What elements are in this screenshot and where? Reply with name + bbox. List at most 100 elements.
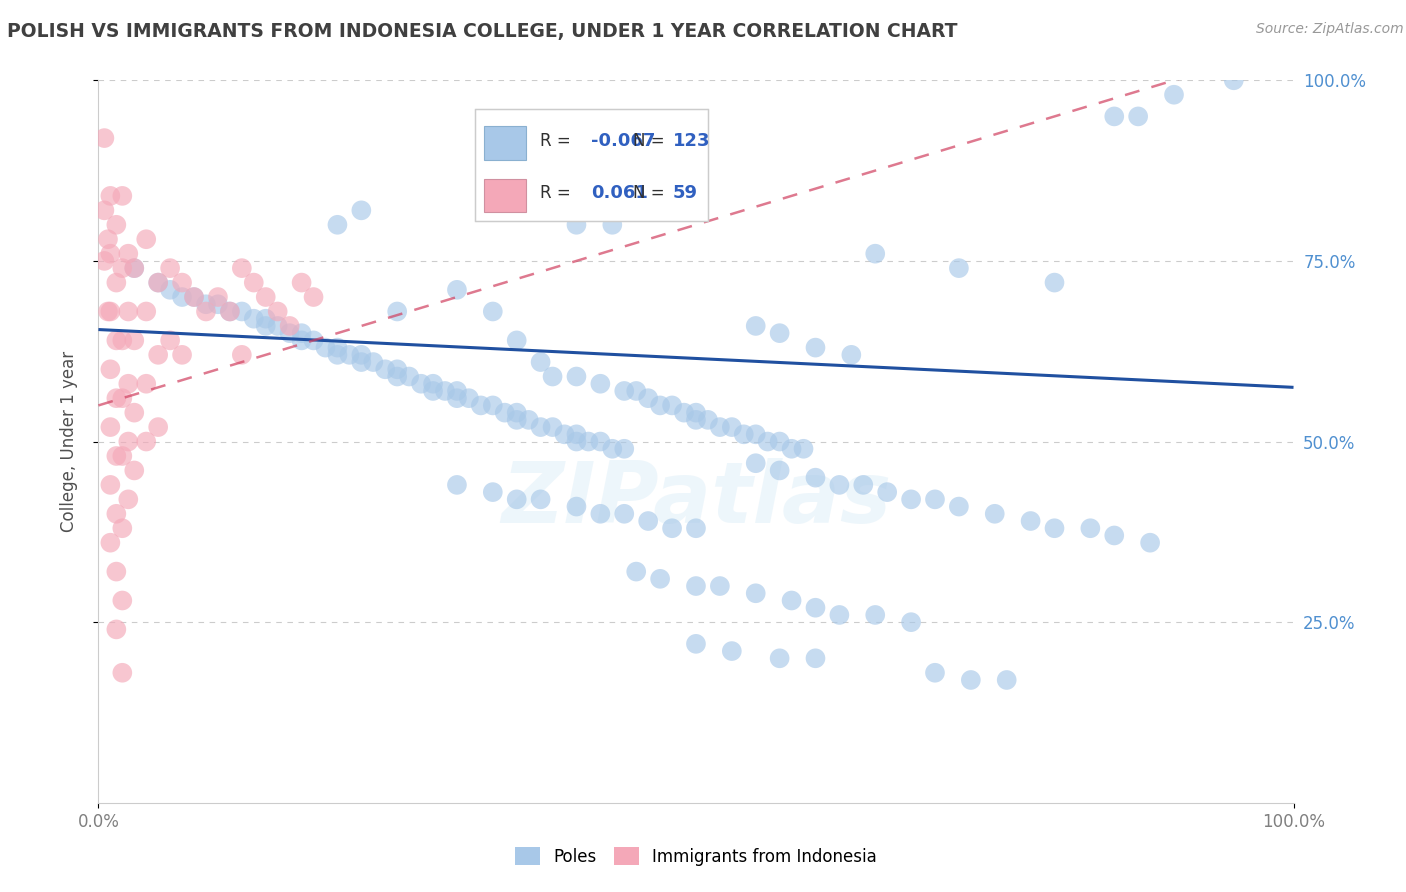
Point (1104, 110, 1126, 124)
Point (385, 362, 409, 376)
Point (124, 406, 146, 420)
Point (530, 492, 553, 507)
Point (231, 348, 253, 362)
Point (385, 304, 409, 318)
Point (458, 391, 481, 405)
Point (326, 348, 349, 362)
Point (648, 572, 672, 586)
Point (117, 246, 139, 260)
Point (350, 355, 373, 369)
Point (685, 196, 707, 211)
Point (117, 492, 139, 507)
Point (117, 376, 139, 391)
Point (661, 398, 683, 412)
Point (111, 665, 134, 680)
Point (565, 427, 588, 442)
Point (159, 334, 181, 348)
Point (841, 348, 863, 362)
Point (326, 341, 349, 355)
Point (148, 276, 170, 290)
Point (589, 434, 612, 449)
Point (924, 665, 946, 680)
Point (111, 189, 134, 203)
Point (172, 348, 194, 362)
Point (315, 341, 337, 355)
Point (745, 318, 768, 333)
Point (446, 384, 468, 398)
Point (243, 276, 266, 290)
Point (494, 406, 516, 420)
Point (1163, 87, 1185, 102)
Point (291, 326, 314, 340)
Point (267, 304, 290, 318)
Point (98, 478, 122, 492)
Point (93, 203, 115, 218)
Point (105, 449, 128, 463)
Point (291, 276, 314, 290)
Point (1080, 521, 1102, 535)
Point (446, 478, 468, 492)
Point (148, 420, 170, 434)
Point (1043, 276, 1066, 290)
Point (602, 218, 624, 232)
Point (768, 326, 790, 340)
Point (243, 311, 266, 326)
Point (1043, 521, 1066, 535)
Point (721, 420, 744, 434)
Point (506, 406, 529, 420)
Point (960, 673, 983, 687)
Point (733, 427, 755, 442)
Point (148, 348, 170, 362)
Point (865, 246, 887, 260)
Point (111, 521, 134, 535)
Point (339, 348, 361, 362)
Point (105, 276, 128, 290)
Text: ZIPatlas: ZIPatlas (501, 458, 891, 541)
Point (105, 565, 128, 579)
Point (1128, 110, 1150, 124)
Point (159, 261, 181, 276)
Point (1019, 514, 1042, 528)
Point (207, 290, 229, 304)
Point (924, 492, 946, 507)
Point (541, 420, 564, 434)
Text: Source: ZipAtlas.com: Source: ZipAtlas.com (1256, 22, 1403, 37)
Point (756, 434, 779, 449)
Point (124, 261, 146, 276)
Point (1104, 528, 1126, 542)
Point (105, 391, 128, 405)
Point (648, 203, 672, 218)
Point (626, 565, 648, 579)
Point (159, 283, 181, 297)
Point (291, 334, 314, 348)
Point (768, 434, 790, 449)
Point (804, 341, 827, 355)
Point (613, 507, 636, 521)
Point (721, 644, 744, 658)
Point (948, 261, 970, 276)
Point (411, 376, 433, 391)
Point (637, 514, 659, 528)
Point (589, 376, 612, 391)
Point (685, 579, 707, 593)
Text: POLISH VS IMMIGRANTS FROM INDONESIA COLLEGE, UNDER 1 YEAR CORRELATION CHART: POLISH VS IMMIGRANTS FROM INDONESIA COLL… (7, 22, 957, 41)
Point (105, 623, 128, 637)
Point (254, 311, 277, 326)
Point (685, 637, 707, 651)
Point (124, 334, 146, 348)
Point (105, 334, 128, 348)
Point (470, 398, 492, 412)
Point (183, 290, 205, 304)
Point (768, 651, 790, 665)
Point (135, 434, 157, 449)
Point (793, 442, 815, 456)
Point (948, 500, 970, 514)
Point (98, 304, 122, 318)
Point (267, 318, 290, 333)
Point (506, 492, 529, 507)
Point (278, 326, 301, 340)
Point (254, 290, 277, 304)
Point (648, 398, 672, 412)
Point (506, 334, 529, 348)
Point (219, 304, 242, 318)
